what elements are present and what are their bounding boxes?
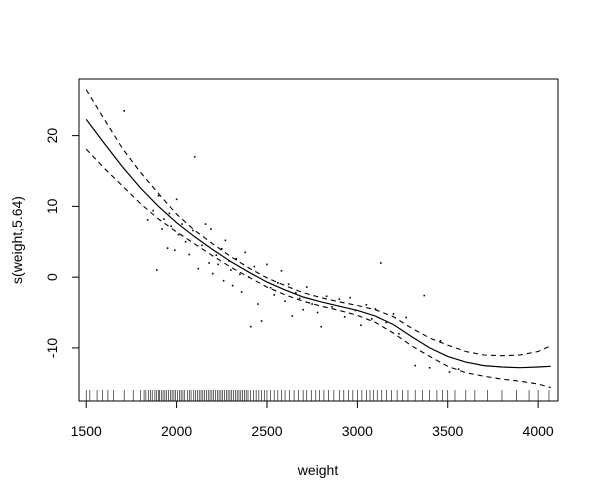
residual-point [305, 286, 308, 288]
residual-point [331, 306, 333, 308]
residual-point [181, 223, 183, 225]
residual-point [287, 283, 290, 286]
residual-point [269, 286, 272, 289]
residual-point [343, 315, 346, 318]
x-tick-label: 3500 [432, 423, 463, 439]
residual-point [423, 294, 426, 297]
residual-point [249, 325, 252, 328]
y-tick-label: 0 [44, 273, 60, 281]
residual-point [457, 368, 460, 370]
residual-point [177, 233, 180, 236]
residual-point [244, 251, 247, 254]
residual-point [201, 244, 203, 247]
residual-point [448, 371, 451, 373]
rug-marks [85, 390, 550, 401]
residual-point [277, 282, 279, 284]
residual-point [405, 316, 407, 319]
residual-point [174, 249, 176, 252]
residual-point [360, 324, 362, 327]
residual-point [146, 219, 149, 221]
residual-point [170, 225, 172, 227]
residual-point [204, 223, 207, 225]
residual-point [266, 263, 268, 266]
residual-point [316, 311, 319, 314]
residual-point [157, 194, 160, 197]
residual-point [239, 273, 241, 276]
residual-point [161, 228, 163, 230]
x-axis-label: weight [297, 462, 339, 478]
residual-point [392, 313, 395, 315]
residual-point [374, 308, 377, 310]
residual-point [428, 366, 431, 369]
residual-point [197, 267, 200, 270]
residual-point [152, 209, 154, 212]
residual-point [192, 229, 194, 232]
residual-point [414, 364, 417, 367]
residual-point [210, 228, 212, 230]
y-tick-label: 20 [44, 128, 60, 144]
residual-point [291, 315, 294, 317]
residual-point [184, 240, 187, 243]
residual-point [231, 284, 234, 287]
residual-point [211, 272, 214, 275]
residual-point [230, 269, 232, 271]
upper-band-line [85, 89, 552, 357]
residual-point [166, 247, 169, 249]
residual-point [224, 239, 227, 242]
x-tick-label: 4000 [523, 423, 554, 439]
residual-point [217, 263, 219, 266]
residual-point [175, 198, 178, 201]
residual-point [220, 248, 223, 250]
residual-point [168, 212, 171, 215]
residual-point [155, 269, 158, 271]
partial-residual-points [123, 110, 460, 373]
residual-point [325, 295, 328, 298]
residual-point [338, 298, 341, 300]
residual-point [380, 262, 382, 264]
y-tick-label: 10 [44, 198, 60, 214]
residual-point [215, 254, 218, 257]
residual-point [320, 325, 323, 328]
x-tick-label: 1500 [71, 423, 102, 439]
smooth-curves [85, 89, 552, 389]
residual-point [298, 297, 301, 300]
x-tick-label: 3000 [342, 423, 373, 439]
residual-point [273, 294, 276, 296]
residual-point [163, 218, 165, 220]
residual-point [365, 303, 368, 306]
residual-point [193, 156, 196, 158]
residual-point [123, 110, 125, 112]
x-axis: 1500 2000 2500 3000 3500 4000 [71, 400, 554, 439]
plot-frame [78, 78, 559, 402]
residual-point [240, 291, 243, 293]
lower-band-line [85, 148, 551, 389]
x-tick-label: 2000 [161, 423, 192, 439]
residual-point [188, 253, 191, 256]
residual-point [284, 300, 286, 303]
residual-point [235, 257, 238, 260]
residual-point [257, 303, 259, 305]
fit-line [85, 118, 551, 369]
residual-point [222, 279, 225, 282]
y-axis: -10 0 10 20 [44, 128, 80, 358]
residual-point [295, 291, 297, 294]
residual-point [385, 321, 388, 324]
residual-point [371, 318, 373, 320]
residual-point [260, 320, 263, 322]
residual-point [311, 303, 313, 305]
x-tick-label: 2500 [251, 423, 282, 439]
residual-point [280, 269, 283, 272]
residual-point [253, 265, 256, 268]
residual-point [302, 308, 304, 311]
residual-point [439, 340, 442, 342]
residual-point [349, 296, 351, 299]
residual-point [208, 262, 210, 264]
residual-point [398, 332, 400, 335]
y-tick-label: -10 [44, 338, 60, 358]
y-axis-label: s(weight,5.64) [9, 196, 25, 284]
